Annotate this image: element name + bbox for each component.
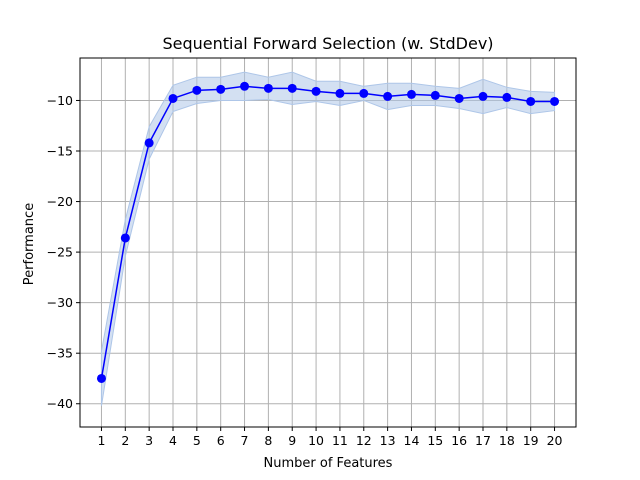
data-point <box>335 88 345 98</box>
data-point <box>311 86 321 96</box>
chart-title: Sequential Forward Selection (w. StdDev) <box>162 34 493 53</box>
x-tick-label: 11 <box>332 433 348 448</box>
y-tick-label: −20 <box>47 194 73 209</box>
y-tick-label: −25 <box>47 245 73 260</box>
data-point <box>406 89 416 99</box>
y-axis: −10 −15 −20 −25 −30 −35 −40 <box>47 93 80 411</box>
x-tick-label: 6 <box>217 433 225 448</box>
x-tick-label: 18 <box>499 433 515 448</box>
data-point <box>263 83 273 93</box>
data-point <box>287 83 297 93</box>
x-tick-label: 15 <box>427 433 443 448</box>
y-axis-label: Performance <box>22 203 37 285</box>
data-point <box>240 81 250 91</box>
data-point <box>550 96 560 106</box>
x-tick-label: 3 <box>145 433 153 448</box>
data-points <box>96 81 560 383</box>
data-point <box>216 84 226 94</box>
series-line <box>100 85 555 379</box>
y-tick-label: −30 <box>47 295 73 310</box>
data-point <box>120 233 130 243</box>
std-band <box>100 71 556 406</box>
x-tick-label: 17 <box>475 433 491 448</box>
y-tick-label: −15 <box>47 144 73 159</box>
data-point <box>144 138 154 148</box>
x-tick-label: 16 <box>451 433 467 448</box>
data-point <box>383 91 393 101</box>
x-tick-label: 13 <box>380 433 396 448</box>
x-tick-label: 9 <box>288 433 296 448</box>
data-point <box>454 93 464 103</box>
x-axis: 1 2 3 4 5 6 7 8 9 10 11 12 13 14 15 16 17 18 19 20 <box>97 427 563 448</box>
std-band-area <box>100 71 556 406</box>
data-point <box>96 373 106 383</box>
data-point <box>478 91 488 101</box>
x-tick-label: 14 <box>404 433 420 448</box>
data-point <box>430 90 440 100</box>
y-tick-label: −40 <box>47 396 73 411</box>
x-tick-label: 10 <box>308 433 324 448</box>
data-point <box>192 85 202 95</box>
series-polyline <box>100 85 555 379</box>
data-point <box>502 92 512 102</box>
data-point <box>526 96 536 106</box>
plot-frame <box>79 57 577 428</box>
grid <box>80 58 576 427</box>
x-tick-label: 5 <box>193 433 201 448</box>
x-tick-label: 19 <box>523 433 539 448</box>
x-tick-label: 8 <box>264 433 272 448</box>
y-tick-label: −35 <box>47 346 73 361</box>
x-tick-label: 12 <box>356 433 372 448</box>
x-tick-label: 1 <box>97 433 105 448</box>
x-tick-label: 7 <box>241 433 249 448</box>
x-axis-label: Number of Features <box>264 456 393 471</box>
data-point <box>168 93 178 103</box>
x-tick-label: 2 <box>121 433 129 448</box>
y-tick-label: −10 <box>47 93 73 108</box>
x-tick-label: 4 <box>169 433 177 448</box>
x-tick-label: 20 <box>547 433 563 448</box>
data-point <box>359 88 369 98</box>
